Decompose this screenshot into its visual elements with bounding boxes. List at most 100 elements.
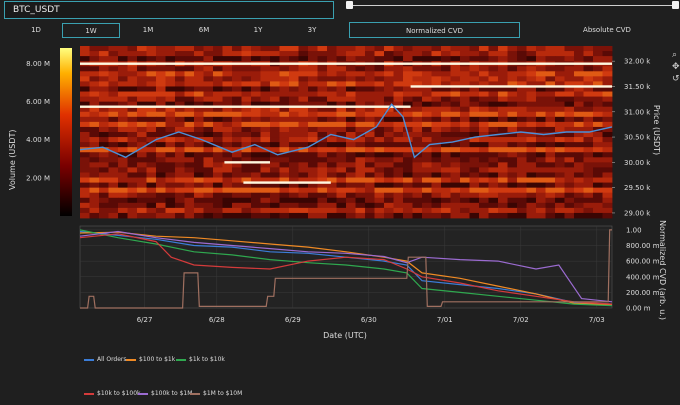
heatmap-cell — [260, 162, 271, 168]
heatmap-cell — [450, 111, 461, 118]
heatmap-cell — [346, 132, 356, 138]
legend-1k-to-10k[interactable]: $1k to $10k — [176, 356, 225, 363]
heatmap-cell — [422, 187, 432, 194]
heatmap-cell — [241, 152, 252, 158]
normalized-cvd-button[interactable]: Normalized CVD — [349, 22, 520, 38]
heatmap-cell — [545, 172, 556, 178]
heatmap-cell — [108, 202, 119, 209]
heatmap-cell — [536, 126, 546, 133]
heatmap-cell — [422, 101, 432, 108]
heatmap-cell — [80, 197, 90, 204]
heatmap-cell — [222, 66, 233, 72]
date-range-slider-track[interactable] — [350, 5, 676, 6]
heatmap-cell — [270, 56, 280, 62]
heatmap-cell — [545, 66, 556, 72]
heatmap-cell — [384, 212, 394, 219]
heatmap-cell — [355, 147, 366, 153]
heatmap-cell — [422, 152, 432, 158]
heatmap-cell — [336, 46, 347, 52]
timeframe-1y-button[interactable]: 1Y — [253, 26, 263, 34]
heatmap-cell — [146, 182, 157, 189]
heatmap-cell — [384, 132, 394, 138]
legend-100k-to-1m[interactable]: $100k to $1M — [138, 390, 192, 397]
heatmap-cell — [574, 132, 584, 138]
heatmap-cell — [574, 116, 584, 123]
heatmap-cell — [118, 137, 128, 143]
heatmap-cell — [555, 187, 565, 194]
heatmap-cell — [365, 182, 375, 189]
timeframe-6m-button[interactable]: 6M — [198, 26, 210, 34]
reset-icon[interactable]: ↺ — [672, 74, 680, 84]
heatmap-cell — [536, 207, 546, 214]
heatmap-cell — [80, 167, 90, 173]
heatmap-cell — [593, 137, 603, 143]
date-range-slider-end-handle[interactable] — [672, 1, 679, 9]
zoom-icon[interactable]: ⌕ — [672, 50, 678, 60]
heatmap-cell — [469, 46, 480, 52]
heatmap-cell — [498, 192, 508, 199]
heatmap-cell — [488, 187, 499, 194]
heatmap-cell — [355, 106, 366, 113]
heatmap-cell — [251, 76, 261, 82]
heatmap-cell — [279, 86, 290, 92]
heatmap-cell — [327, 182, 337, 189]
heatmap-cell — [469, 157, 480, 163]
heatmap-cell — [317, 86, 328, 92]
heatmap-cell — [479, 177, 489, 183]
heatmap-cell — [517, 192, 527, 199]
heatmap-cell — [346, 56, 356, 62]
heatmap-cell — [469, 71, 480, 77]
legend-100-to-1k[interactable]: $100 to $1k — [126, 356, 175, 363]
heatmap-cell — [479, 172, 489, 178]
heatmap-cell — [346, 106, 356, 113]
heatmap-cell — [555, 202, 565, 209]
heatmap-cell — [602, 167, 613, 173]
timeframe-3y-button[interactable]: 3Y — [307, 26, 317, 34]
heatmap-cell — [327, 66, 337, 72]
heatmap-cell — [441, 106, 451, 113]
heatmap-cell — [403, 121, 413, 128]
heatmap-cell — [99, 132, 109, 138]
heatmap-cell — [403, 116, 413, 123]
heatmap-cell — [355, 207, 366, 214]
heatmap-cell — [441, 177, 451, 183]
heatmap-cell — [232, 46, 242, 52]
heatmap-cell — [327, 46, 337, 52]
date-range-slider-start-handle[interactable] — [346, 1, 353, 9]
heatmap-cell — [89, 142, 100, 148]
heatmap-cell — [346, 187, 356, 194]
legend-all-orders[interactable]: All Orders — [84, 356, 127, 363]
heatmap-cell — [270, 152, 280, 158]
heatmap-cell — [422, 142, 432, 148]
heatmap-cell — [298, 132, 309, 138]
heatmap-cell — [203, 71, 214, 77]
heatmap-cell — [118, 147, 128, 153]
pan-icon[interactable]: ✥ — [672, 62, 680, 72]
heatmap-cell — [156, 71, 166, 77]
heatmap-cell — [574, 111, 584, 118]
heatmap-cell — [203, 66, 214, 72]
heatmap-cell — [137, 177, 147, 183]
heatmap-cell — [593, 162, 603, 168]
heatmap-cell — [213, 137, 223, 143]
heatmap-cell — [479, 157, 489, 163]
heatmap-cell — [593, 121, 603, 128]
heatmap-cell — [203, 91, 214, 97]
heatmap-cell — [460, 126, 470, 133]
heatmap-cell — [526, 177, 537, 183]
heatmap-cell — [384, 207, 394, 214]
absolute-cvd-button[interactable]: Absolute CVD — [583, 26, 631, 34]
timeframe-1m-button[interactable]: 1M — [142, 26, 154, 34]
heatmap-cell — [403, 46, 413, 52]
heatmap-cell — [194, 111, 204, 118]
symbol-input[interactable]: BTC_USDT — [4, 1, 334, 19]
legend-1m-to-10m[interactable]: $1M to $10M — [190, 390, 242, 397]
heatmap-cell — [137, 167, 147, 173]
heatmap-cell — [498, 202, 508, 209]
heatmap-cell — [488, 76, 499, 82]
timeframe-1d-button[interactable]: 1D — [31, 26, 41, 34]
timeframe-1w-button[interactable]: 1W — [62, 23, 120, 38]
heatmap-cell — [298, 182, 309, 189]
legend-10k-to-100k[interactable]: $10k to $100k — [84, 390, 141, 397]
